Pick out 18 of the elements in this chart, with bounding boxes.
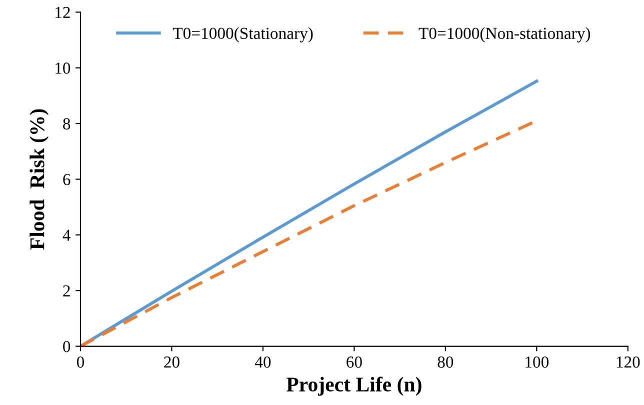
x-tick-label: 0: [76, 356, 84, 368]
y-tick-label: 10: [56, 62, 70, 74]
y-tick-label: 6: [63, 174, 70, 186]
legend-label: T0=1000(Stationary): [172, 27, 313, 42]
y-tick-label: 12: [56, 6, 70, 18]
x-tick-label: 40: [254, 356, 271, 368]
x-tick-label: 60: [346, 356, 362, 368]
y-tick-label: 8: [63, 118, 70, 130]
y-tick-label: 4: [62, 230, 71, 241]
legend-label: T0=1000(Non-stationary): [418, 27, 590, 42]
y-axis-title: Flood Risk (%): [30, 109, 49, 250]
x-tick-label: 120: [616, 356, 640, 368]
y-tick-label: 2: [63, 285, 70, 296]
x-axis-title: Project Life (n): [286, 376, 422, 396]
y-tick-label: 0: [63, 340, 70, 352]
x-tick-label: 80: [438, 356, 454, 368]
x-tick-label: 20: [164, 356, 180, 368]
x-tick-label: 100: [526, 356, 549, 368]
